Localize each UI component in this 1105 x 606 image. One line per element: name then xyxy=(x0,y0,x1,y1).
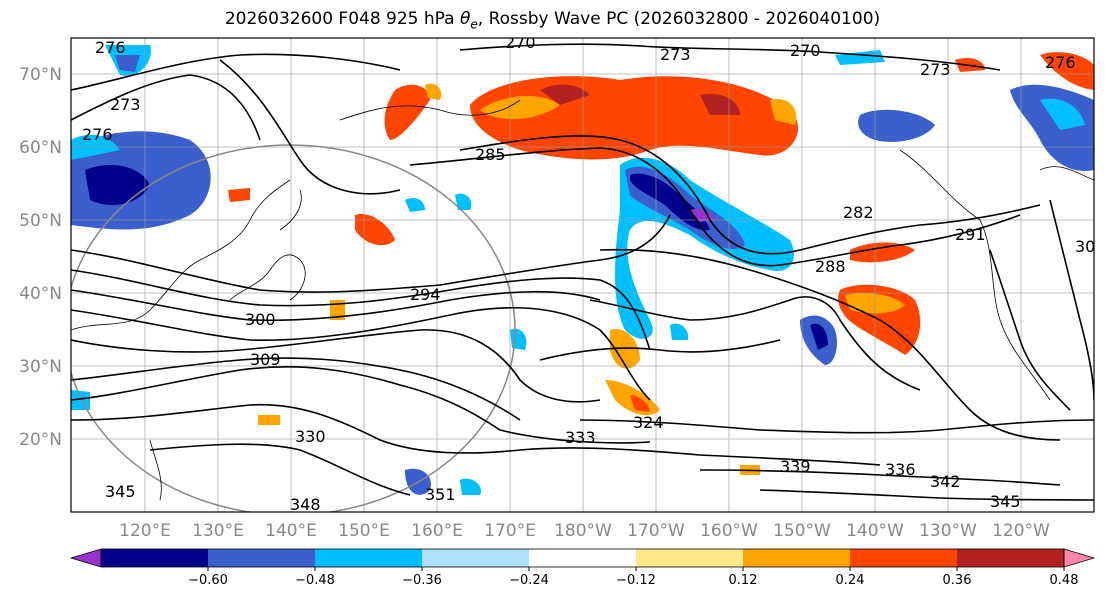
lon-label: 130°E xyxy=(192,521,244,541)
colorbar-cell xyxy=(315,549,423,567)
lat-label: 50°N xyxy=(19,211,62,231)
lat-label: 70°N xyxy=(19,65,62,85)
lon-label: 130°W xyxy=(919,521,977,541)
colorbar-cell xyxy=(529,549,637,567)
contour-label: 342 xyxy=(930,472,961,491)
colorbar-cell xyxy=(850,549,958,567)
contour-label: 300 xyxy=(245,310,276,329)
contour-label: 276 xyxy=(1045,53,1076,72)
theta-e-contours xyxy=(71,43,1094,501)
contour-label: 345 xyxy=(105,482,136,501)
contour-label: 309 xyxy=(250,350,281,369)
title-suffix: , Rossby Wave PC (2026032800 - 202604010… xyxy=(477,9,881,29)
contour-label: 333 xyxy=(565,428,596,447)
lat-label: 20°N xyxy=(19,430,62,450)
colorbar-cell xyxy=(743,549,851,567)
colorbar-tick-label: 0.12 xyxy=(729,573,758,588)
contour-label: 330 xyxy=(295,427,326,446)
lon-label: 150°W xyxy=(773,521,831,541)
contour-label: 270 xyxy=(790,41,821,60)
colorbar-frame xyxy=(100,548,1065,568)
lat-label: 40°N xyxy=(19,284,62,304)
contour-label: 294 xyxy=(410,285,441,304)
colorbar-cell xyxy=(636,549,744,567)
colorbar-tick-label: −0.24 xyxy=(509,573,549,588)
contour-labels: 276 273 270 273 276 285 282 288 294 300 … xyxy=(82,33,1095,514)
colorbar-cell xyxy=(208,549,316,567)
colorbar-tick-label: −0.36 xyxy=(402,573,442,588)
lon-label: 170°E xyxy=(484,521,536,541)
contour-label: 273 xyxy=(920,60,951,79)
coastlines xyxy=(71,99,1094,501)
lon-label: 170°W xyxy=(627,521,685,541)
colorbar-cell xyxy=(422,549,530,567)
colorbar-ticks: −0.60 −0.48 −0.36 −0.24 −0.12 0.12 0.24 0.36 0.4… xyxy=(188,567,1079,588)
contour-label: 30 xyxy=(1075,237,1095,256)
contour-label: 339 xyxy=(780,457,811,476)
colorbar-cell xyxy=(101,549,209,567)
map-frame xyxy=(70,37,1095,513)
contour-label: 324 xyxy=(633,413,664,432)
map-title: 2026032600 F048 925 hPa θe, Rossby Wave … xyxy=(0,9,1105,31)
colorbar-tick-label: −0.60 xyxy=(188,573,228,588)
lon-label: 150°E xyxy=(338,521,390,541)
contour-label: 273 xyxy=(110,95,141,114)
colorbar-cell xyxy=(957,549,1065,567)
title-subscript: e xyxy=(470,17,478,32)
colorbar-extend-high xyxy=(1063,548,1096,568)
contour-label: 291 xyxy=(955,225,986,244)
contour-label: 351 xyxy=(425,485,456,504)
contour-label: 345 xyxy=(990,492,1021,511)
colorbar-tick-label: 0.24 xyxy=(836,573,865,588)
contour-label: 285 xyxy=(475,145,506,164)
lon-label: 180°W xyxy=(554,521,612,541)
contour-label: 288 xyxy=(815,257,846,276)
title-prefix: 2026032600 F048 925 hPa xyxy=(224,9,460,29)
longitude-labels: 120°E 130°E 140°E 150°E 160°E 170°E 180°… xyxy=(119,521,1050,541)
latitude-labels: 70°N 60°N 50°N 40°N 30°N 20°N xyxy=(19,65,62,450)
contour-label: 282 xyxy=(843,203,874,222)
lon-label: 160°E xyxy=(411,521,463,541)
colorbar-tick-label: 0.36 xyxy=(943,573,972,588)
contour-label: 270 xyxy=(505,33,536,52)
title-theta: θ xyxy=(460,9,471,29)
colorbar-tick-label: 0.48 xyxy=(1050,573,1079,588)
colorbar-extend-low xyxy=(69,548,102,568)
gridlines xyxy=(71,38,1094,512)
lon-label: 160°W xyxy=(700,521,758,541)
lon-label: 120°W xyxy=(992,521,1050,541)
colorbar-cells xyxy=(69,548,1096,568)
colorbar-tick-label: −0.12 xyxy=(616,573,656,588)
lon-label: 120°E xyxy=(119,521,171,541)
contour-label: 348 xyxy=(290,495,321,514)
lon-label: 140°E xyxy=(265,521,317,541)
contour-label: 276 xyxy=(95,38,126,57)
colorbar: −0.60 −0.48 −0.36 −0.24 −0.12 0.12 0.24 0.36 0.4… xyxy=(69,548,1096,588)
lat-label: 30°N xyxy=(19,357,62,377)
contour-label: 336 xyxy=(885,460,916,479)
lat-label: 60°N xyxy=(19,138,62,158)
contour-label: 273 xyxy=(660,45,691,64)
contour-label: 276 xyxy=(82,125,113,144)
lon-label: 140°W xyxy=(846,521,904,541)
map-area: 276 273 270 273 276 285 282 288 294 300 … xyxy=(71,33,1095,514)
colorbar-tick-label: −0.48 xyxy=(295,573,335,588)
